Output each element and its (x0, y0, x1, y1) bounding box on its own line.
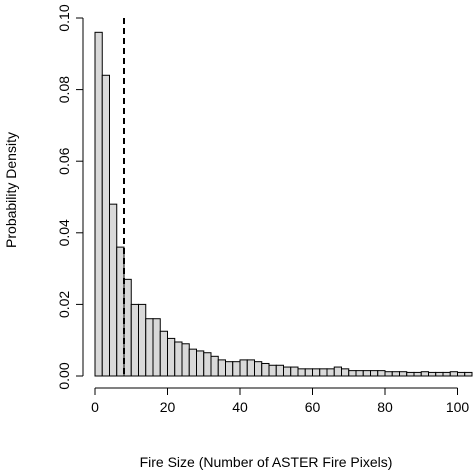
histogram-bar (239, 359, 248, 377)
histogram-bar (152, 318, 161, 377)
histogram-bar (283, 366, 292, 377)
histogram-bars (94, 31, 473, 377)
x-axis: 0 20 40 60 80 100 (91, 387, 470, 415)
x-tick-label: 100 (446, 399, 470, 415)
histogram-bar (159, 330, 168, 377)
histogram-bar (319, 368, 328, 377)
x-tick-label: 40 (232, 399, 248, 415)
histogram-bar (406, 371, 415, 377)
y-tick-label: 0.06 (56, 147, 72, 174)
histogram-bar (203, 352, 212, 377)
histogram-bar (420, 371, 429, 377)
histogram-bar (442, 371, 451, 377)
histogram-bar (355, 370, 364, 377)
histogram-bar (457, 371, 466, 377)
histogram-bar (362, 370, 371, 377)
histogram-bar (370, 370, 379, 377)
histogram-bar (297, 368, 306, 377)
y-tick-label: 0.08 (56, 76, 72, 103)
x-axis-label: Fire Size (Number of ASTER Fire Pixels) (140, 454, 393, 470)
y-tick-label: 0.04 (56, 219, 72, 246)
y-axis-label: Probability Density (3, 132, 19, 248)
histogram-bar (399, 371, 408, 377)
y-tick-label: 0.02 (56, 291, 72, 318)
histogram-bar (167, 337, 176, 377)
histogram-bar (261, 362, 270, 377)
histogram-bar (130, 303, 139, 377)
y-tick-label: 0.10 (56, 4, 72, 31)
histogram-bar (413, 371, 422, 377)
histogram-bar (290, 366, 299, 377)
y-axis: 0.00 0.02 0.04 0.06 0.08 0.10 (56, 4, 84, 390)
x-tick-label: 0 (91, 399, 99, 415)
x-tick-label: 20 (160, 399, 176, 415)
histogram-bar (123, 278, 132, 377)
histogram-bar (217, 359, 226, 377)
histogram-bar (464, 371, 473, 377)
histogram-bar (377, 370, 386, 377)
histogram-bar (341, 368, 350, 377)
histogram-bar (348, 370, 357, 377)
histogram-bar (94, 31, 103, 377)
histogram-bar (116, 246, 125, 377)
histogram-bar (174, 341, 183, 377)
histogram-bar (435, 371, 444, 377)
histogram-bar (391, 371, 400, 377)
histogram-bar (312, 368, 321, 377)
histogram-bar (225, 361, 234, 377)
histogram-bar (254, 361, 263, 377)
histogram-bar (333, 366, 342, 377)
histogram-bar (428, 371, 437, 377)
histogram-bar (232, 361, 241, 377)
histogram-bar (196, 350, 205, 377)
histogram-bar (275, 364, 284, 377)
histogram-bar (181, 343, 190, 377)
histogram-bar (101, 74, 110, 377)
y-tick-label: 0.00 (56, 362, 72, 389)
histogram-bar (109, 203, 118, 377)
histogram-bar (246, 359, 255, 377)
histogram-bar (210, 355, 219, 377)
histogram-bar (188, 348, 197, 377)
histogram-bar (145, 318, 154, 377)
x-tick-label: 60 (305, 399, 321, 415)
histogram-bar (384, 371, 393, 377)
x-tick-label: 80 (377, 399, 393, 415)
histogram-bar (138, 303, 147, 377)
histogram-bar (268, 364, 277, 377)
histogram-bar (326, 368, 335, 377)
histogram-bar (449, 371, 458, 377)
histogram-bar (304, 368, 313, 377)
